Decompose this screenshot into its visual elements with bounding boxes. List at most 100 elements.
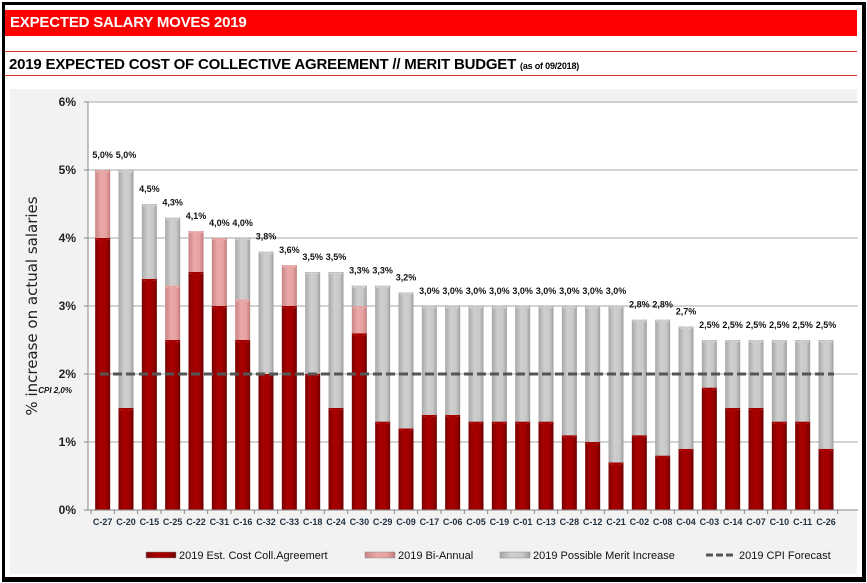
- x-tick-label: C-28: [560, 517, 580, 527]
- bar-segment-bi-annual: [351, 306, 367, 334]
- bar-segment-bi-annual: [165, 285, 181, 340]
- bar-segment-merit: [631, 319, 647, 436]
- bar-cap-highlight: [166, 286, 180, 289]
- bar-segment-coll-agreement: [678, 448, 694, 510]
- data-label: 3,6%: [279, 245, 300, 255]
- cpi-annotation: CPI 2,0%: [38, 386, 72, 395]
- bar-cap-highlight: [726, 408, 740, 411]
- data-label: 3,0%: [536, 286, 557, 296]
- subtitle-note: (as of 09/2018): [520, 61, 580, 71]
- bar-cap-highlight: [562, 435, 576, 438]
- bar-segment-coll-agreement: [515, 421, 531, 510]
- y-tick-label: 5%: [59, 163, 77, 177]
- bar-segment-coll-agreement: [491, 421, 507, 510]
- bar-cap-highlight: [142, 279, 156, 282]
- bar-cap-highlight: [376, 286, 390, 289]
- bar-segment-merit: [398, 292, 414, 429]
- x-tick-label: C-01: [513, 517, 533, 527]
- legend-swatch: [499, 551, 531, 559]
- bar-segment-bi-annual: [235, 299, 251, 340]
- legend-item: 2019 CPI Forecast: [706, 550, 831, 562]
- data-label: 3,0%: [582, 286, 603, 296]
- data-label: 4,1%: [186, 211, 207, 221]
- data-label: 3,5%: [302, 252, 323, 262]
- bar-segment-coll-agreement: [795, 421, 811, 510]
- bar-cap-highlight: [352, 286, 366, 289]
- bar-segment-coll-agreement: [701, 387, 717, 510]
- x-tick-label: C-13: [536, 517, 556, 527]
- bar-cap-highlight: [469, 422, 483, 425]
- bar-segment-merit: [328, 272, 344, 408]
- x-tick-label: C-02: [630, 517, 650, 527]
- bar-segment-merit: [468, 306, 484, 422]
- bar-cap-highlight: [422, 306, 436, 309]
- bar-cap-highlight: [259, 252, 273, 255]
- legend-label: 2019 CPI Forecast: [739, 550, 831, 562]
- data-label: 3,5%: [326, 252, 347, 262]
- bar-cap-highlight: [772, 422, 786, 425]
- bar-cap-highlight: [702, 388, 716, 391]
- bar-cap-highlight: [236, 238, 250, 241]
- data-label: 3,8%: [256, 232, 277, 242]
- x-tick-label: C-10: [770, 517, 790, 527]
- data-label: 3,2%: [396, 272, 417, 282]
- bar-cap-highlight: [399, 292, 413, 296]
- bar-cap-highlight: [142, 204, 156, 207]
- bar-segment-coll-agreement: [445, 414, 461, 510]
- legend-label: 2019 Possible Merit Increase: [533, 550, 675, 562]
- bar-segment-merit: [491, 306, 507, 422]
- data-label: 5,0%: [116, 150, 137, 160]
- x-tick-label: C-12: [583, 517, 603, 527]
- bar-segment-merit: [655, 319, 671, 456]
- divider: [5, 51, 857, 52]
- bar-cap-highlight: [422, 415, 436, 418]
- data-label: 2,7%: [676, 306, 697, 316]
- bar-cap-highlight: [492, 306, 506, 309]
- bar-cap-highlight: [516, 306, 530, 309]
- bar-segment-merit: [118, 170, 134, 408]
- x-tick-label: C-25: [163, 517, 183, 527]
- x-tick-label: C-26: [816, 517, 836, 527]
- bar-cap-highlight: [539, 306, 553, 309]
- y-tick-label: 3%: [59, 299, 77, 313]
- bar-segment-coll-agreement: [748, 408, 764, 510]
- bar-cap-highlight: [399, 428, 413, 432]
- data-label: 3,0%: [512, 286, 533, 296]
- bar-segment-coll-agreement: [585, 442, 601, 510]
- legend-label: 2019 Est. Cost Coll.Agreemert: [179, 550, 328, 562]
- bar-segment-coll-agreement: [328, 408, 344, 510]
- subtitle-text: 2019 EXPECTED COST OF COLLECTIVE AGREEME…: [9, 56, 517, 73]
- bar-segment-merit: [445, 306, 461, 415]
- data-label: 2,5%: [769, 320, 790, 330]
- x-tick-label: C-20: [116, 517, 136, 527]
- data-label: 4,3%: [162, 198, 183, 208]
- bar-segment-bi-annual: [188, 231, 204, 272]
- y-tick-label: 0%: [59, 503, 77, 517]
- x-tick-label: C-15: [140, 517, 160, 527]
- x-tick-label: C-08: [653, 517, 673, 527]
- bar-cap-highlight: [516, 422, 530, 425]
- x-tick-label: C-27: [93, 517, 113, 527]
- bar-cap-highlight: [189, 272, 203, 275]
- bar-segment-coll-agreement: [118, 408, 134, 510]
- bar-segment-merit: [165, 217, 181, 286]
- bar-segment-coll-agreement: [771, 421, 787, 510]
- data-label: 3,0%: [466, 286, 487, 296]
- x-tick-label: C-07: [746, 517, 766, 527]
- x-tick-label: C-17: [420, 517, 440, 527]
- x-tick-label: C-04: [676, 517, 696, 527]
- bar-cap-highlight: [749, 408, 763, 411]
- bar-segment-merit: [701, 340, 717, 388]
- y-tick-label: 4%: [59, 231, 77, 245]
- bar-segment-coll-agreement: [608, 462, 624, 510]
- bar-cap-highlight: [492, 422, 506, 425]
- bar-segment-merit: [538, 306, 554, 422]
- x-tick-label: C-16: [233, 517, 253, 527]
- legend-swatch: [145, 551, 177, 559]
- bar-segment-merit: [608, 306, 624, 463]
- data-label: 2,5%: [792, 320, 813, 330]
- bar-cap-highlight: [702, 340, 716, 343]
- legend-swatch: [364, 551, 396, 559]
- divider: [5, 75, 857, 76]
